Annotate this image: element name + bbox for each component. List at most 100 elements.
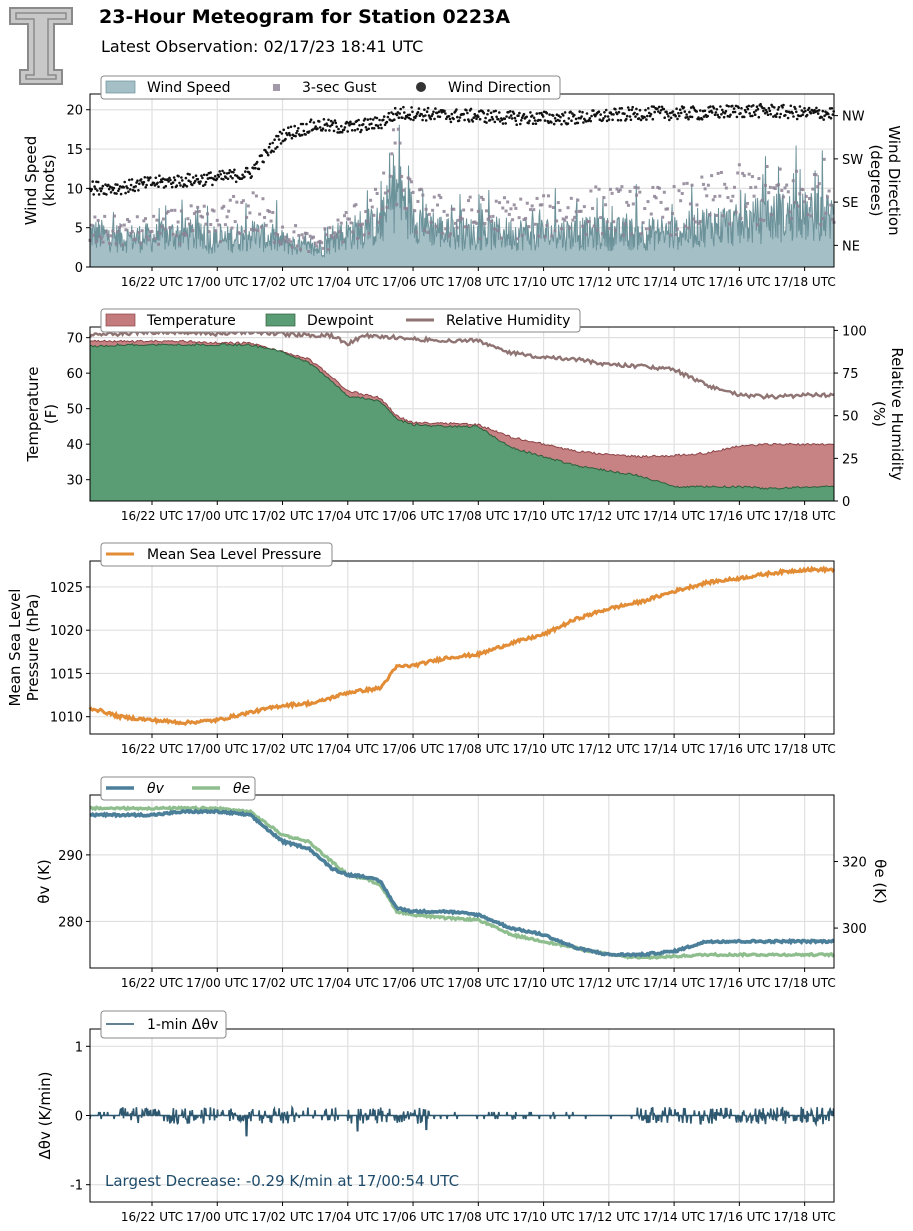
gust-point [744, 205, 748, 209]
wind-direction-point [167, 180, 170, 183]
wind-direction-point [535, 112, 539, 115]
gust-point [512, 203, 516, 207]
wind-direction-point [718, 116, 721, 119]
y-right-tick-label: 300 [842, 922, 867, 937]
gust-point [724, 186, 728, 190]
gust-point [666, 207, 670, 211]
wind-direction-point [674, 114, 677, 118]
wind-direction-point [465, 109, 468, 112]
wind-direction-point [123, 180, 126, 184]
gust-point [821, 217, 825, 221]
gust-point [99, 236, 103, 240]
gust-point [201, 215, 205, 219]
y-tick-label: 1010 [50, 711, 83, 726]
panel-delta-theta: 16/22 UTC 17/00 UTC 17/02 UTC 17/04 UTC 17/0… [36, 1010, 836, 1224]
wind-direction-point [797, 114, 801, 118]
gust-point [269, 219, 273, 223]
gust-point [331, 236, 335, 240]
gust-point [436, 203, 440, 207]
gust-point [429, 220, 433, 224]
x-tick-label: 17/12 UTC [578, 976, 640, 990]
wind-direction-point [706, 114, 709, 118]
wind-direction-point [485, 121, 488, 124]
gust-point [281, 225, 285, 229]
gust-point [515, 237, 519, 241]
gust-point [533, 222, 537, 226]
gust-point [220, 206, 224, 210]
wind-direction-point [437, 110, 441, 114]
wind-direction-point [358, 124, 361, 127]
wind-direction-point [785, 110, 789, 113]
panel-wind: 16/22 UTC 17/00 UTC 17/02 UTC 17/04 UTC 17/0… [22, 75, 903, 289]
wind-direction-point [713, 113, 717, 117]
gust-point [227, 209, 231, 213]
x-tick-label: 17/14 UTC [643, 1210, 705, 1224]
gust-point [289, 240, 293, 244]
wind-direction-point [202, 173, 206, 177]
x-tick-label: 17/16 UTC [708, 742, 770, 756]
gust-point [532, 208, 536, 212]
y-tick-label: 10 [66, 182, 83, 197]
wind-direction-point [769, 112, 772, 116]
gust-point [517, 216, 521, 220]
gust-point [777, 183, 781, 187]
wind-direction-point [477, 115, 480, 118]
legend-frame [100, 308, 581, 333]
gust-point [150, 229, 154, 233]
wind-direction-point [822, 118, 825, 121]
wind-direction-point [766, 113, 770, 117]
wind-direction-point [194, 174, 198, 177]
gust-point [819, 223, 823, 227]
gust-point [256, 229, 260, 233]
wind-direction-point [183, 183, 187, 187]
gust-point [811, 187, 815, 191]
gust-point [382, 171, 386, 175]
wind-direction-point [144, 186, 147, 189]
wind-direction-point [463, 118, 466, 122]
gust-point [723, 182, 727, 186]
dewpoint-area [90, 343, 834, 501]
wind-direction-point [286, 133, 289, 137]
wind-direction-point [213, 175, 217, 178]
gust-point [321, 246, 325, 250]
wind-direction-point [403, 111, 406, 114]
x-tick-label: 16/22 UTC [121, 275, 183, 289]
wind-direction-point [801, 113, 804, 117]
gust-point [499, 236, 503, 240]
gust-point [157, 242, 161, 246]
wind-direction-point [189, 180, 192, 184]
gust-point [786, 190, 790, 194]
gust-point [241, 199, 245, 203]
gust-point [537, 234, 541, 238]
gust-point [493, 227, 497, 231]
gust-point [737, 163, 741, 167]
gust-point [418, 188, 422, 192]
gust-point [339, 221, 343, 225]
x-tick-label: 16/22 UTC [121, 509, 183, 523]
wind-direction-point [497, 118, 500, 121]
gust-point [188, 222, 192, 226]
wind-direction-point [777, 106, 781, 109]
gust-point [587, 219, 591, 223]
gust-point [267, 210, 271, 214]
x-tick-label: 16/22 UTC [121, 1210, 183, 1224]
wind-direction-point [690, 115, 694, 119]
plot-frame [89, 560, 835, 735]
gust-point [354, 203, 358, 207]
gust-point [563, 218, 567, 222]
wind-direction-point [525, 115, 528, 119]
gust-point [618, 188, 622, 192]
wind-direction-point [702, 115, 706, 118]
wind-direction-point [395, 113, 399, 117]
y-right-tick-label: SE [842, 196, 858, 211]
wind-direction-point [101, 184, 105, 188]
wind-direction-point [184, 176, 188, 180]
wind-direction-point [792, 115, 795, 118]
wind-direction-point [607, 118, 611, 121]
gust-point [356, 236, 360, 240]
y-tick-label: 30 [66, 474, 83, 489]
wind-direction-point [534, 122, 538, 125]
wind-direction-point [488, 118, 492, 122]
gust-point [254, 194, 258, 198]
gust-point [765, 165, 769, 169]
